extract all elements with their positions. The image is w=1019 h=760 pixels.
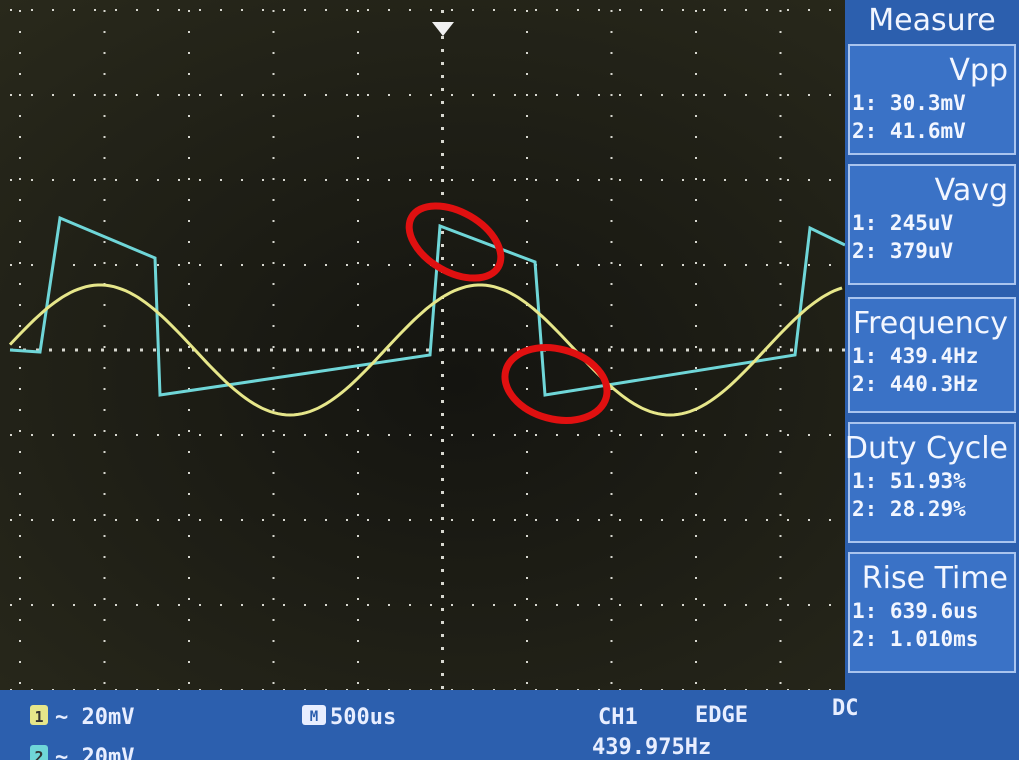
- measure-label: Frequency: [853, 306, 1008, 341]
- measure-ch1: 1: 439.4Hz: [852, 344, 978, 368]
- measure-label: Vpp: [949, 53, 1008, 88]
- measure-label: Rise Time: [862, 561, 1008, 596]
- ch1-scale: ~ 20mV: [55, 705, 134, 730]
- panel-title: Measure: [868, 3, 996, 38]
- measure-ch2: 2: 1.010ms: [852, 627, 978, 651]
- measure-ch1: 1: 51.93%: [852, 469, 966, 493]
- measure-label: Duty Cycle: [845, 431, 1008, 466]
- ch2-scale: ~ 20mV: [55, 745, 134, 760]
- timebase: 500us: [330, 705, 396, 730]
- measure-ch1: 1: 245uV: [852, 211, 954, 235]
- trigger-frequency: 439.975Hz: [592, 735, 711, 760]
- measure-ch1: 1: 639.6us: [852, 599, 978, 623]
- measure-ch2: 2: 41.6mV: [852, 119, 966, 143]
- measure-ch2: 2: 379uV: [852, 239, 954, 263]
- timebase-badge: M: [310, 709, 318, 725]
- measurements: Vpp 1: 30.3mV 2: 41.6mV Vavg 1: 245uV 2: 379u…: [845, 45, 1015, 672]
- coupling: DC: [832, 696, 859, 721]
- oscilloscope-photo: Measure Vpp 1: 30.3mV 2: 41.6mV Vavg 1: 245u…: [0, 0, 1019, 760]
- status-bar: [0, 690, 1019, 760]
- measure-label: Vavg: [935, 173, 1008, 208]
- measure-ch1: 1: 30.3mV: [852, 91, 966, 115]
- trigger-type: EDGE: [695, 703, 748, 728]
- ch1-badge: 1: [34, 708, 43, 726]
- ch2-badge: 2: [34, 748, 43, 760]
- measure-ch2: 2: 440.3Hz: [852, 372, 978, 396]
- measure-ch2: 2: 28.29%: [852, 497, 966, 521]
- trigger-source: CH1: [598, 705, 638, 730]
